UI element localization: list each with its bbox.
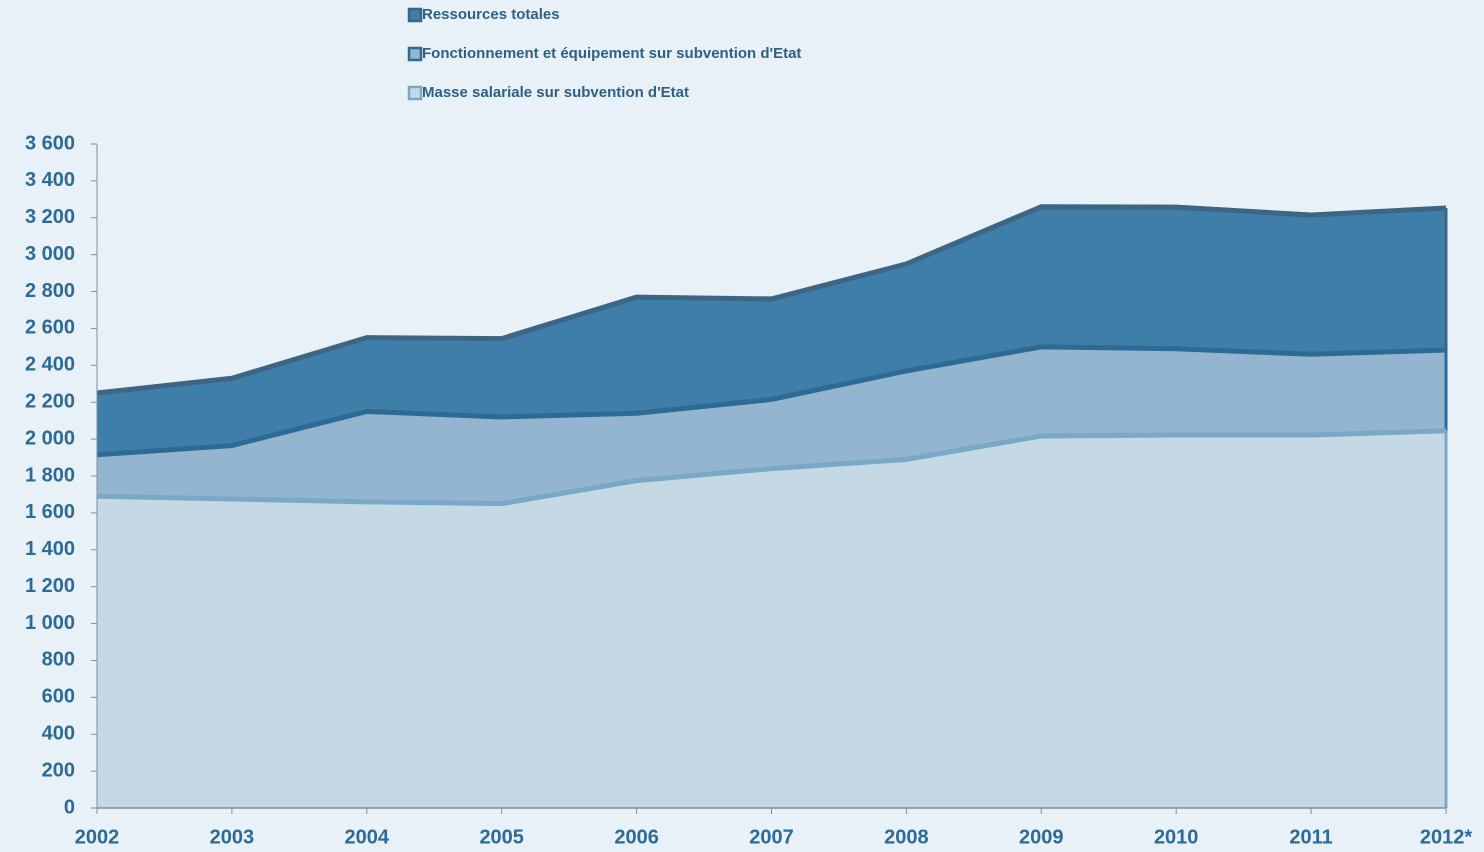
x-tick-label: 2010 [1154, 826, 1199, 848]
y-tick-label: 200 [42, 759, 75, 781]
area [97, 430, 1446, 808]
x-tick-label: 2008 [884, 826, 929, 848]
x-tick-label: 2004 [345, 826, 390, 848]
x-tick-label: 2002 [75, 826, 120, 848]
legend-swatch [407, 7, 423, 23]
x-tick-label: 2012* [1420, 826, 1472, 848]
y-tick-label: 1 600 [25, 501, 75, 523]
y-tick-label: 2 200 [25, 391, 75, 413]
y-tick-label: 2 600 [25, 317, 75, 339]
y-tick-label: 2 800 [25, 280, 75, 302]
legend-label: Fonctionnement et équipement sur subvent… [422, 45, 801, 62]
area-line [96, 204, 1447, 396]
x-tick-label: 2003 [210, 826, 255, 848]
x-tick-label: 2011 [1289, 826, 1332, 848]
y-tick-label: 3 200 [25, 206, 75, 228]
y-tick-label: 3 600 [25, 132, 75, 154]
y-tick-label: 2 400 [25, 354, 75, 376]
area-line [96, 344, 1447, 458]
x-tick-label: 2006 [614, 826, 659, 848]
y-tick-label: 3 000 [25, 243, 75, 265]
legend-swatch [407, 46, 423, 62]
y-tick-label: 600 [42, 686, 75, 708]
y-tick-label: 400 [42, 723, 75, 745]
y-tick-label: 1 000 [25, 612, 75, 634]
y-tick-label: 1 400 [25, 538, 75, 560]
y-tick-label: 1 800 [25, 464, 75, 486]
y-tick-label: 800 [42, 649, 75, 671]
y-tick-label: 2 000 [25, 427, 75, 449]
x-tick-label: 2009 [1019, 826, 1064, 848]
area-line [96, 428, 1447, 507]
y-tick-label: 0 [64, 796, 75, 818]
x-tick-label: 2005 [479, 826, 524, 848]
y-tick-label: 3 400 [25, 169, 75, 191]
legend-label: Masse salariale sur subvention d'Etat [422, 84, 689, 101]
legend-swatch [407, 85, 423, 101]
legend-label: Ressources totales [422, 6, 560, 23]
x-tick-label: 2007 [749, 826, 794, 848]
y-tick-label: 1 200 [25, 575, 75, 597]
